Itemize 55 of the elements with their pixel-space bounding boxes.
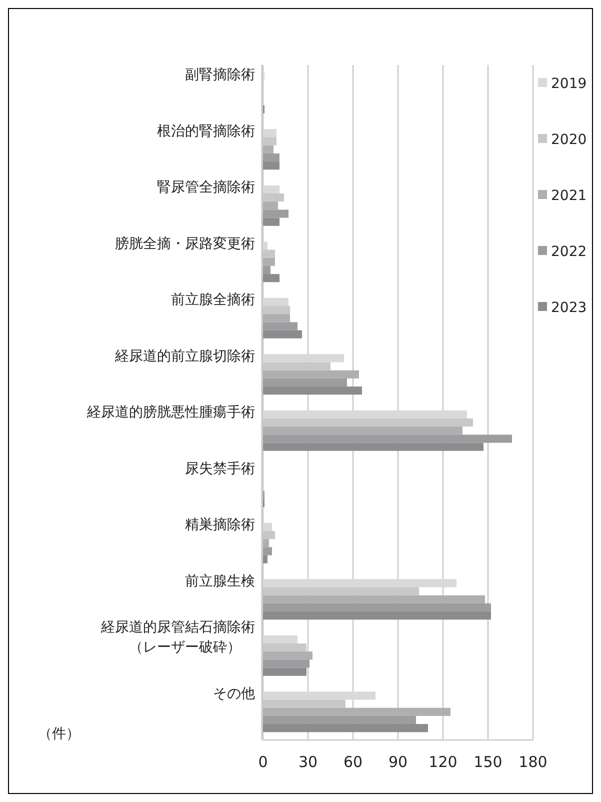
bar xyxy=(263,210,288,218)
bar xyxy=(263,652,312,660)
bar xyxy=(263,258,275,266)
bar xyxy=(263,434,512,443)
x-tick-label: 30 xyxy=(298,753,318,771)
bar xyxy=(263,218,280,226)
legend-label: 2019 xyxy=(551,76,587,92)
bar xyxy=(263,603,491,612)
bar xyxy=(263,314,290,322)
bar xyxy=(263,555,268,564)
bar xyxy=(263,442,484,451)
bar xyxy=(263,162,280,170)
bar xyxy=(263,266,270,274)
bar xyxy=(263,386,362,395)
bar xyxy=(263,274,280,282)
y-tick-label: その他 xyxy=(213,686,255,702)
bar xyxy=(263,708,450,716)
y-tick-label: 根治的腎摘除術 xyxy=(157,123,255,140)
y-tick-label: 精巣摘除術 xyxy=(185,517,255,534)
bar xyxy=(263,322,298,330)
bar xyxy=(263,539,269,548)
bar xyxy=(263,724,428,732)
bar xyxy=(263,330,302,338)
legend-label: 2022 xyxy=(551,244,587,260)
bar xyxy=(263,145,274,154)
bar xyxy=(263,547,272,556)
bar xyxy=(263,153,280,162)
x-tick-label: 60 xyxy=(343,753,363,771)
y-tick-label: 前立腺全摘術 xyxy=(171,292,255,308)
legend-label: 2021 xyxy=(551,188,587,204)
legend-label: 2020 xyxy=(551,132,587,148)
bar xyxy=(263,668,306,676)
y-tick-label: 副腎摘除術 xyxy=(185,67,255,84)
x-tick-label: 180 xyxy=(518,753,548,771)
y-tick-label: 経尿道的前立腺切除術 xyxy=(114,348,255,364)
x-tick-label: 150 xyxy=(474,753,502,771)
x-tick-label: 120 xyxy=(428,753,458,771)
x-axis-title: （件） xyxy=(38,726,80,742)
y-tick-label: 膀胱全摘・尿路変更術 xyxy=(115,236,255,252)
y-tick-label: 経尿道的尿管結石摘除術（レーザー破砕） xyxy=(100,620,255,656)
bar xyxy=(263,595,485,604)
bar xyxy=(263,660,310,668)
y-tick-label: 尿失禁手術 xyxy=(185,460,255,477)
y-tick-label: 前立腺生検 xyxy=(185,573,255,590)
bar xyxy=(263,716,416,724)
x-tick-label: 0 xyxy=(258,753,268,771)
legend-label: 2023 xyxy=(551,300,587,316)
bar xyxy=(263,378,347,387)
x-tick-label: 90 xyxy=(388,753,408,771)
bar xyxy=(263,370,359,378)
bar xyxy=(263,202,278,210)
y-tick-label: 経尿道的膀胱悪性腫瘍手術 xyxy=(86,404,255,421)
bar xyxy=(263,612,491,620)
bar xyxy=(263,426,462,435)
y-tick-label: 腎尿管全摘除術 xyxy=(157,180,255,196)
